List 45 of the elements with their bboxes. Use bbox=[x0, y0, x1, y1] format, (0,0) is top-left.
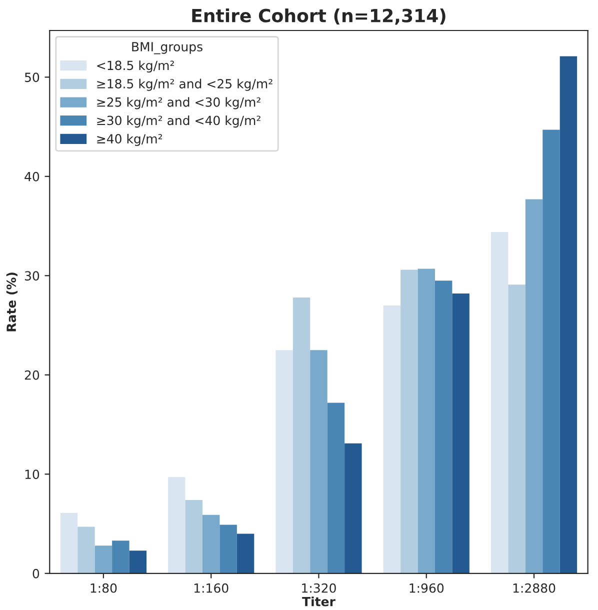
bar bbox=[292, 297, 310, 574]
legend-label: ≥18.5 kg/m² and <25 kg/m² bbox=[97, 78, 272, 91]
bar bbox=[490, 232, 508, 574]
bar bbox=[168, 477, 186, 574]
bar bbox=[400, 270, 418, 574]
bar bbox=[236, 534, 254, 574]
bar bbox=[418, 268, 435, 574]
legend-label: ≥25 kg/m² and <30 kg/m² bbox=[97, 97, 260, 110]
y-tick-label: 30 bbox=[24, 271, 40, 281]
bar bbox=[129, 550, 147, 574]
legend-label: ≥40 kg/m² bbox=[97, 134, 162, 146]
bar bbox=[310, 350, 328, 574]
bar bbox=[60, 512, 78, 574]
bar bbox=[434, 280, 452, 574]
bar bbox=[202, 514, 220, 574]
bar bbox=[94, 546, 112, 574]
bar bbox=[560, 56, 578, 574]
bar bbox=[112, 540, 130, 574]
x-tick-label: 1:160 bbox=[194, 583, 228, 593]
bar bbox=[508, 284, 526, 574]
bar bbox=[185, 500, 202, 574]
bar bbox=[344, 443, 362, 574]
x-tick-label: 1:320 bbox=[302, 583, 336, 593]
legend-label: <18.5 kg/m² bbox=[97, 60, 174, 73]
y-tick-label: 50 bbox=[24, 72, 40, 82]
y-tick-label: 0 bbox=[32, 568, 40, 578]
bar bbox=[220, 524, 237, 574]
y-tick-label: 40 bbox=[24, 172, 40, 182]
bar bbox=[452, 294, 470, 574]
x-tick-label: 1:960 bbox=[410, 583, 444, 593]
y-tick-label: 20 bbox=[24, 370, 40, 380]
y-axis-title: Rate (%) bbox=[6, 272, 18, 332]
bar bbox=[327, 402, 345, 574]
x-tick-label: 1:80 bbox=[90, 583, 117, 593]
y-tick-label: 10 bbox=[25, 470, 40, 480]
legend-title: BMI_groups bbox=[132, 42, 202, 54]
chart-title: Entire Cohort (n=12,314) bbox=[192, 8, 446, 25]
x-axis-title: Titer bbox=[302, 596, 336, 606]
bar bbox=[542, 130, 560, 574]
bar bbox=[78, 526, 95, 574]
bar bbox=[276, 350, 293, 574]
bar bbox=[525, 199, 543, 574]
x-tick-label: 1:2880 bbox=[513, 583, 556, 593]
legend-label: ≥30 kg/m² and <40 kg/m² bbox=[97, 115, 260, 128]
bar bbox=[383, 305, 401, 574]
